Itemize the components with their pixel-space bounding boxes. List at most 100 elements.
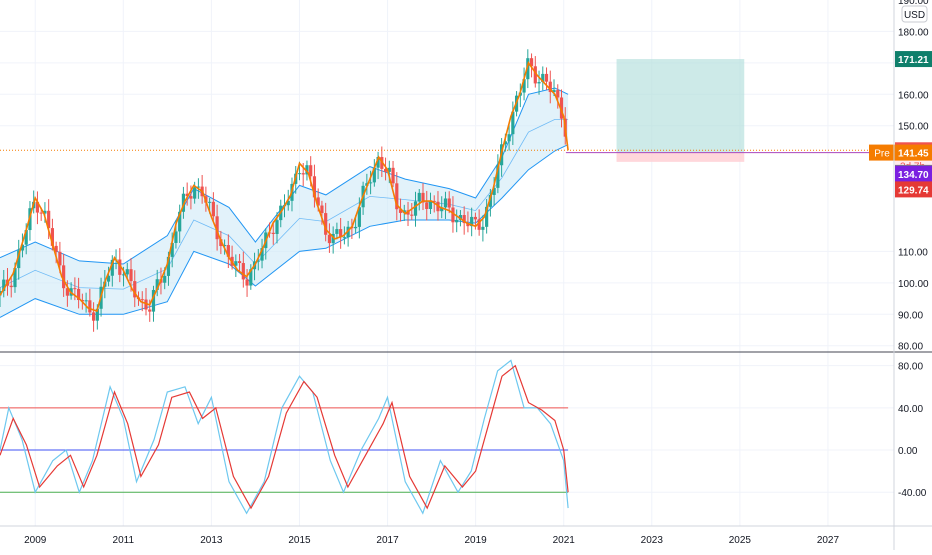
candle-body[interactable] [477, 219, 481, 230]
candle-body[interactable] [368, 182, 373, 184]
candle-body[interactable] [271, 232, 275, 234]
candle-body[interactable] [125, 269, 129, 275]
candle-body[interactable] [193, 187, 197, 199]
candle-body[interactable] [541, 73, 545, 83]
candle-body[interactable] [118, 259, 122, 275]
candle-body[interactable] [144, 299, 148, 310]
candle-body[interactable] [43, 210, 47, 214]
candle-body[interactable] [533, 66, 537, 84]
candle-body[interactable] [309, 165, 313, 177]
candle-body[interactable] [9, 285, 13, 288]
candle-body[interactable] [556, 90, 560, 98]
candle-body[interactable] [511, 111, 515, 135]
candle-body[interactable] [62, 265, 66, 289]
candle-body[interactable] [215, 216, 219, 240]
candle-body[interactable] [559, 97, 564, 119]
candle-body[interactable] [77, 288, 81, 300]
band-basis-line[interactable] [0, 119, 569, 290]
candle-body[interactable] [219, 239, 223, 247]
candle-body[interactable] [223, 245, 227, 247]
candle-body[interactable] [256, 260, 260, 262]
candle-body[interactable] [140, 299, 144, 301]
candle-body[interactable] [425, 202, 429, 209]
candle-body[interactable] [35, 201, 40, 213]
candle-body[interactable] [440, 207, 444, 212]
candle-body[interactable] [189, 196, 193, 199]
candle-body[interactable] [65, 288, 69, 296]
candle-body[interactable] [24, 230, 28, 245]
candle-body[interactable] [466, 223, 470, 227]
candle-body[interactable] [50, 228, 55, 246]
candle-body[interactable] [488, 194, 492, 207]
candle-body[interactable] [20, 244, 25, 251]
candle-body[interactable] [297, 173, 302, 175]
candle-body[interactable] [129, 269, 133, 282]
candle-body[interactable] [121, 274, 126, 276]
candle-body[interactable] [522, 79, 526, 93]
candle-body[interactable] [249, 269, 253, 286]
candle-body[interactable] [301, 173, 305, 175]
candle-body[interactable] [54, 245, 58, 252]
candle-body[interactable] [241, 263, 245, 280]
candle-body[interactable] [226, 245, 230, 257]
candle-body[interactable] [335, 229, 339, 234]
candle-body[interactable] [286, 200, 290, 206]
candle-body[interactable] [208, 201, 212, 203]
candle-body[interactable] [451, 207, 455, 223]
candle-body[interactable] [346, 226, 350, 238]
candle-body[interactable] [106, 275, 111, 282]
candle-body[interactable] [151, 289, 156, 312]
price-label-badge[interactable] [895, 51, 932, 68]
candle-body[interactable] [80, 299, 84, 302]
candle-body[interactable] [84, 300, 88, 302]
candle-body[interactable] [357, 207, 361, 227]
candle-body[interactable] [133, 281, 137, 298]
candle-body[interactable] [391, 167, 395, 184]
candle-body[interactable] [365, 183, 369, 186]
candle-body[interactable] [178, 211, 182, 232]
price-label-badge[interactable] [895, 144, 932, 161]
candle-body[interactable] [455, 219, 459, 223]
currency-badge[interactable] [901, 5, 928, 23]
candle-body[interactable] [234, 261, 238, 266]
candle-body[interactable] [354, 226, 358, 229]
candle-body[interactable] [275, 220, 279, 234]
candle-body[interactable] [245, 279, 249, 286]
candle-body[interactable] [526, 58, 530, 80]
candle-body[interactable] [148, 309, 152, 312]
candle-body[interactable] [13, 268, 17, 288]
candle-body[interactable] [331, 233, 335, 244]
candle-body[interactable] [110, 259, 114, 276]
candle-body[interactable] [548, 81, 552, 93]
stoch-d-line[interactable] [0, 364, 569, 510]
candle-body[interactable] [537, 82, 541, 84]
price-axis[interactable]: 80.0090.00100.00110.00160.00170.00180.00… [869, 0, 932, 499]
candle-body[interactable] [88, 300, 92, 313]
target-zone[interactable] [616, 59, 745, 153]
candle-body[interactable] [544, 73, 549, 82]
price-label-badge[interactable] [895, 181, 932, 198]
band-lower-line[interactable] [0, 144, 569, 318]
candle-body[interactable] [185, 193, 189, 197]
oscillator-pane[interactable] [0, 359, 569, 515]
candle-body[interactable] [170, 242, 174, 257]
candle-body[interactable] [320, 205, 324, 214]
candle-body[interactable] [260, 248, 264, 261]
candle-body[interactable] [503, 141, 507, 145]
candle-body[interactable] [2, 279, 6, 292]
candle-body[interactable] [529, 58, 534, 67]
candle-body[interactable] [387, 167, 391, 172]
candle-body[interactable] [342, 237, 346, 239]
candle-body[interactable] [507, 134, 511, 142]
candle-body[interactable] [496, 165, 500, 188]
candle-body[interactable] [181, 193, 186, 212]
stop-zone[interactable] [616, 152, 745, 162]
candle-body[interactable] [166, 256, 171, 276]
candle-body[interactable] [481, 226, 485, 230]
candle-body[interactable] [47, 210, 51, 229]
candle-body[interactable] [458, 215, 463, 220]
candle-body[interactable] [305, 165, 309, 175]
candle-body[interactable] [372, 167, 376, 183]
